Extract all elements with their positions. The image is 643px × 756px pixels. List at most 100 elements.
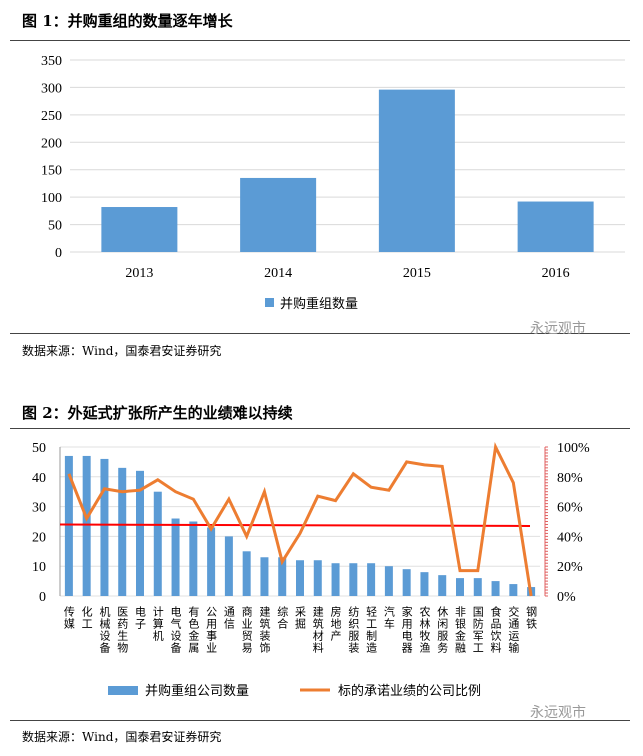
figure2-source: 数据来源：Wind，国泰君安证券研究	[22, 730, 222, 744]
x-tick-label: 传媒	[62, 606, 75, 630]
y-left-tick-label: 30	[32, 501, 46, 516]
x-tick-label: 农林牧渔	[418, 605, 431, 654]
x-tick-label: 2015	[403, 266, 431, 281]
bar	[473, 578, 482, 596]
bar	[64, 455, 73, 596]
x-tick-label: 国防军工	[471, 606, 484, 654]
divider	[10, 720, 630, 721]
average-line	[59, 523, 531, 527]
divider	[10, 428, 630, 429]
bar	[517, 201, 594, 252]
x-tick-label: 公用事业	[205, 606, 218, 654]
bar	[420, 572, 429, 596]
bar	[378, 89, 455, 252]
bar	[491, 581, 500, 596]
bar	[260, 557, 269, 596]
bar	[207, 527, 216, 596]
x-tick-label: 家用电器	[400, 605, 413, 654]
x-tick-label: 电子	[134, 606, 147, 630]
y-right-tick-label: 60%	[557, 501, 583, 516]
bar	[509, 584, 518, 596]
x-tick-label: 采掘	[294, 606, 307, 630]
y-tick-label: 250	[41, 109, 62, 124]
ratio-line	[67, 442, 533, 597]
x-tick-label: 2013	[125, 266, 153, 281]
divider	[10, 333, 630, 334]
bar	[331, 563, 340, 596]
y-left-tick-label: 10	[32, 560, 46, 575]
y-tick-label: 100	[41, 191, 62, 206]
bar	[438, 575, 447, 596]
y-right-tick-label: 20%	[557, 560, 583, 575]
x-tick-label: 机械设备	[98, 605, 111, 654]
bar	[100, 458, 109, 596]
x-tick-label: 计算机	[151, 606, 164, 642]
watermark: 永远观市	[530, 321, 586, 337]
x-tick-label: 钢铁	[525, 606, 538, 630]
bar	[278, 557, 287, 596]
bar	[189, 521, 198, 596]
x-tick-label: 通信	[222, 606, 235, 630]
y-tick-label: 50	[48, 219, 62, 234]
y-left-tick-label: 40	[32, 471, 46, 486]
y-right-tick-label: 40%	[557, 530, 583, 545]
y-tick-label: 0	[55, 246, 62, 261]
y-right-tick-label: 100%	[557, 441, 590, 456]
legend-label-line: 标的承诺业绩的公司比例	[338, 683, 481, 699]
bar	[171, 518, 180, 596]
figure2-title: 图 2：外延式扩张所产生的业绩难以持续	[22, 404, 293, 422]
x-tick-label: 纺织服装	[347, 605, 360, 654]
figure1-title: 图 1：并购重组的数量逐年增长	[22, 12, 233, 30]
figure1-source: 数据来源：Wind，国泰君安证券研究	[22, 344, 222, 358]
bar	[349, 563, 358, 596]
bar	[402, 569, 411, 596]
y-tick-label: 300	[41, 81, 62, 96]
x-tick-label: 休闲服务	[436, 606, 449, 654]
watermark: 永远观市	[530, 705, 586, 721]
bar	[82, 455, 91, 596]
y-right-tick-label: 0%	[557, 590, 576, 605]
y-left-tick-label: 20	[32, 530, 46, 545]
bar	[153, 491, 162, 596]
bar	[224, 536, 233, 596]
bar	[367, 563, 376, 596]
x-tick-label: 有色金属	[187, 605, 200, 654]
y-left-tick-label: 0	[39, 590, 46, 605]
x-tick-label: 医药生物	[116, 606, 129, 654]
x-tick-label: 综合	[276, 605, 289, 630]
x-tick-label: 交通运输	[507, 605, 520, 654]
bar	[101, 207, 178, 252]
legend-label: 并购重组数量	[280, 296, 358, 311]
x-tick-label: 商业贸易	[240, 605, 253, 654]
x-tick-label: 建筑装饰	[258, 605, 271, 654]
bar	[313, 560, 322, 596]
legend-label-bar: 并购重组公司数量	[145, 683, 249, 699]
bar	[296, 560, 304, 596]
bar	[136, 470, 144, 596]
y-tick-label: 150	[41, 164, 62, 179]
x-tick-label: 2014	[264, 266, 292, 281]
y-left-tick-label: 50	[32, 441, 46, 456]
x-tick-label: 食品饮料	[489, 605, 502, 654]
y-tick-label: 350	[41, 54, 62, 69]
bar	[456, 578, 464, 596]
bar	[242, 551, 251, 596]
x-tick-label: 电气设备	[169, 606, 182, 654]
x-tick-label: 非银金融	[454, 606, 467, 654]
legend-swatch-bar	[108, 686, 138, 695]
x-tick-label: 房地产	[329, 606, 342, 642]
x-tick-label: 汽车	[382, 605, 395, 630]
chart-2: 0 10 20 30 40 50 0% 20% 40% 60% 80% 100% 传媒 化工 机械设备 医药生…	[32, 441, 590, 699]
bar	[240, 177, 317, 252]
y-right-tick-label: 80%	[557, 471, 583, 486]
bar	[384, 566, 393, 596]
x-tick-label: 2016	[542, 266, 570, 281]
legend-swatch	[265, 298, 274, 307]
divider	[10, 40, 630, 41]
x-tick-label: 建筑材料	[311, 605, 324, 654]
chart-1: 0 50 100 150 200 250 300 350 2013 2014 2015 2016 并购重…	[41, 54, 625, 311]
x-tick-label: 轻工制造	[365, 605, 378, 654]
y-tick-label: 200	[41, 136, 62, 151]
bar	[118, 467, 127, 596]
